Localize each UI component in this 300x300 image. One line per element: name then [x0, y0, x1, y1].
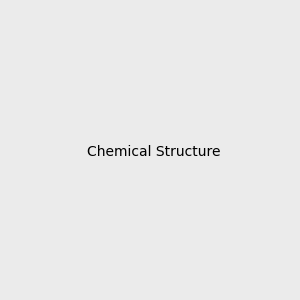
Text: Chemical Structure: Chemical Structure	[87, 145, 220, 158]
